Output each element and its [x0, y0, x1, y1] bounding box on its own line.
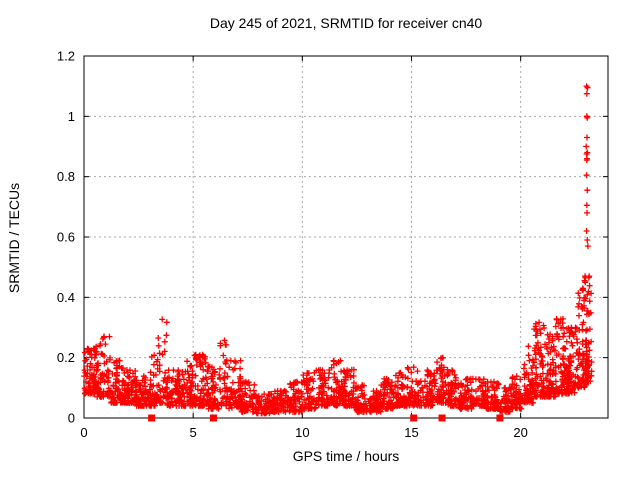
zero-flag-square	[496, 414, 504, 422]
y-tick-label: 1	[68, 109, 75, 124]
zero-flag-square	[148, 414, 156, 422]
x-tick-label: 0	[80, 425, 87, 440]
x-tick-label: 15	[404, 425, 418, 440]
y-tick-label: 1.2	[57, 49, 75, 64]
zero-flag-square	[438, 414, 446, 422]
scatter-points	[81, 83, 595, 417]
y-axis-label: SRMTID / TECUs	[6, 182, 22, 294]
y-tick-label: 0.8	[57, 169, 75, 184]
x-tick-label: 20	[513, 425, 527, 440]
y-tick-label: 0.4	[57, 290, 75, 305]
zero-flag-square	[410, 414, 418, 422]
y-tick-label: 0	[68, 411, 75, 426]
y-tick-label: 0.2	[57, 350, 75, 365]
x-axis-label: GPS time / hours	[292, 448, 400, 464]
zero-flag-square	[209, 414, 217, 422]
chart-title: Day 245 of 2021, SRMTID for receiver cn4…	[209, 15, 483, 31]
y-tick-label: 0.6	[57, 230, 75, 245]
x-tick-label: 5	[190, 425, 197, 440]
x-tick-label: 10	[295, 425, 309, 440]
